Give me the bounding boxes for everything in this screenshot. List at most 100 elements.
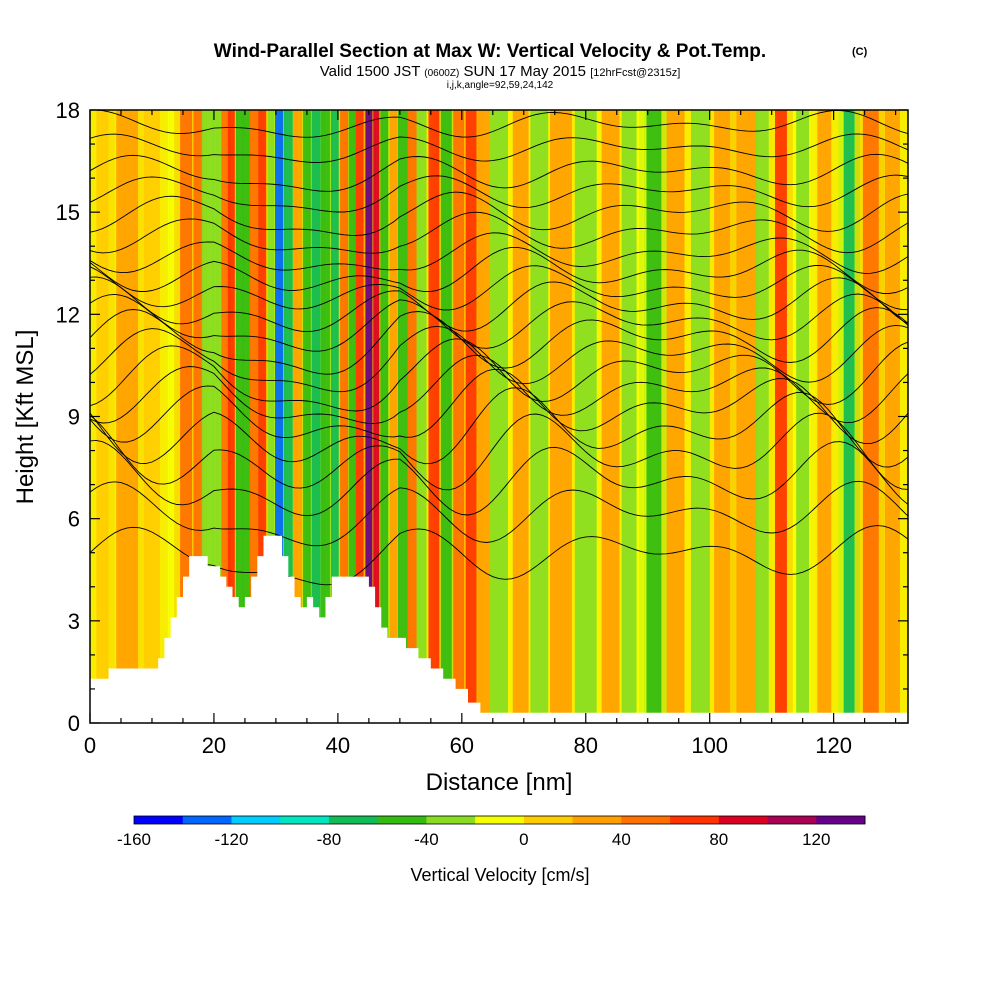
theta-contours xyxy=(90,110,908,586)
velocity-band-11 xyxy=(249,110,259,723)
velocity-band-31 xyxy=(428,110,440,723)
velocity-band-13 xyxy=(267,110,275,723)
colorbar-tick-label: 120 xyxy=(802,830,830,849)
x-axis-label: Distance [nm] xyxy=(426,769,573,796)
terrain-mask xyxy=(90,535,908,723)
theta-contour-10 xyxy=(90,293,908,352)
velocity-band-0 xyxy=(96,110,109,723)
x-tick-label: 100 xyxy=(691,733,728,758)
x-tick-label: 80 xyxy=(574,733,598,758)
velocity-band-36 xyxy=(490,110,508,723)
velocity-band-46 xyxy=(714,110,731,723)
colorbar-tick-label: -40 xyxy=(414,830,439,849)
theta-contour-17 xyxy=(90,174,908,213)
colorbar-swatch-0 xyxy=(134,816,184,824)
subtitle-date: SUN 17 May 2015 xyxy=(463,63,586,80)
velocity-band-33 xyxy=(453,110,465,723)
velocity-band-53 xyxy=(862,110,879,723)
theta-contour-16 xyxy=(90,191,908,236)
y-tick-label: 18 xyxy=(56,98,80,123)
theta-contour-1 xyxy=(90,480,908,547)
colorbar-swatch-13 xyxy=(767,816,817,824)
velocity-band-5 xyxy=(201,110,214,723)
y-axis: 0 3 6 9 12 15 18 xyxy=(56,98,908,736)
plot-area xyxy=(90,110,908,723)
velocity-band-12 xyxy=(258,110,267,723)
velocity-band-50 xyxy=(796,110,810,723)
y-tick-label: 9 xyxy=(68,405,80,430)
y-tick-label: 12 xyxy=(56,302,80,327)
velocity-band-22 xyxy=(348,110,356,723)
chart-title-mark: (C) xyxy=(852,46,868,58)
velocity-band-8 xyxy=(227,110,235,723)
colorbar-swatch-12 xyxy=(718,816,769,824)
subtitle-fcst: [12hrFcst@2315z] xyxy=(590,67,680,79)
theta-contour-20 xyxy=(90,110,908,138)
velocity-band-35 xyxy=(477,110,490,723)
subtitle-valid: Valid 1500 JST xyxy=(320,63,420,80)
theta-contour-13 xyxy=(90,246,908,294)
theta-contour-18 xyxy=(90,153,908,192)
chart-subtitle-indices: i,j,k,angle=92,59,24,142 xyxy=(447,80,554,91)
velocity-band-27 xyxy=(389,110,398,723)
velocity-band-25 xyxy=(373,110,380,723)
velocity-band-34 xyxy=(465,110,477,723)
chart-title: Wind-Parallel Section at Max W: Vertical… xyxy=(214,41,766,62)
velocity-band-41 xyxy=(601,110,620,723)
velocity-band-19 xyxy=(321,110,330,723)
x-axis: 0 20 40 60 80 100 120 xyxy=(84,110,897,758)
colorbar-swatch-6 xyxy=(426,816,476,824)
velocity-band-15 xyxy=(283,110,293,723)
colorbar: -160 -120 -80 -40 0 40 80 120 xyxy=(117,815,866,849)
chart-subtitle: Valid 1500 JST (0600Z) SUN 17 May 2015 [… xyxy=(320,63,681,80)
velocity-band-24 xyxy=(365,110,373,723)
colorbar-swatch-1 xyxy=(182,816,232,824)
x-tick-label: 40 xyxy=(326,733,350,758)
velocity-band-49 xyxy=(775,110,787,723)
velocity-band-47 xyxy=(736,110,758,723)
x-tick-label: 120 xyxy=(815,733,852,758)
theta-contour-15 xyxy=(90,211,908,254)
y-tick-label: 15 xyxy=(56,200,80,225)
y-tick-label: 6 xyxy=(68,507,80,532)
velocity-band-40 xyxy=(574,110,597,723)
velocity-band-17 xyxy=(302,110,311,723)
velocity-band-2 xyxy=(144,110,160,723)
y-tick-label: 3 xyxy=(68,609,80,634)
colorbar-tick-label: 40 xyxy=(612,830,631,849)
velocity-band-21 xyxy=(340,110,349,723)
colorbar-swatch-11 xyxy=(670,816,720,824)
velocity-band-54 xyxy=(885,110,900,723)
theta-contour-12 xyxy=(90,264,908,311)
velocity-band-4 xyxy=(193,110,204,723)
velocity-band-44 xyxy=(666,110,685,723)
velocity-band-1 xyxy=(116,110,139,723)
velocity-band-37 xyxy=(512,110,529,723)
velocity-band-18 xyxy=(311,110,321,723)
theta-contour-11 xyxy=(90,276,908,333)
theta-contour-6 xyxy=(90,354,908,424)
colorbar-tick-label: -120 xyxy=(214,830,248,849)
theta-contour-2 xyxy=(90,439,908,517)
x-tick-label: 60 xyxy=(450,733,474,758)
colorbar-swatch-3 xyxy=(280,816,330,824)
velocity-band-30 xyxy=(416,110,427,723)
velocity-band-39 xyxy=(550,110,572,723)
theta-contour-14 xyxy=(90,232,908,274)
colorbar-swatch-8 xyxy=(523,816,574,824)
velocity-band-51 xyxy=(817,110,832,723)
y-axis-label: Height [Kft MSL] xyxy=(12,330,39,505)
velocity-bands xyxy=(90,110,908,723)
colorbar-swatch-10 xyxy=(621,816,671,824)
velocity-band-28 xyxy=(397,110,408,723)
velocity-band-42 xyxy=(621,110,637,723)
velocity-band-26 xyxy=(380,110,389,723)
colorbar-frame xyxy=(133,815,866,825)
x-tick-label: 0 xyxy=(84,733,96,758)
velocity-band-45 xyxy=(690,110,710,723)
velocity-band-23 xyxy=(355,110,364,723)
colorbar-swatch-9 xyxy=(572,816,622,824)
colorbar-swatch-14 xyxy=(816,816,866,824)
theta-contour-9 xyxy=(90,307,908,375)
